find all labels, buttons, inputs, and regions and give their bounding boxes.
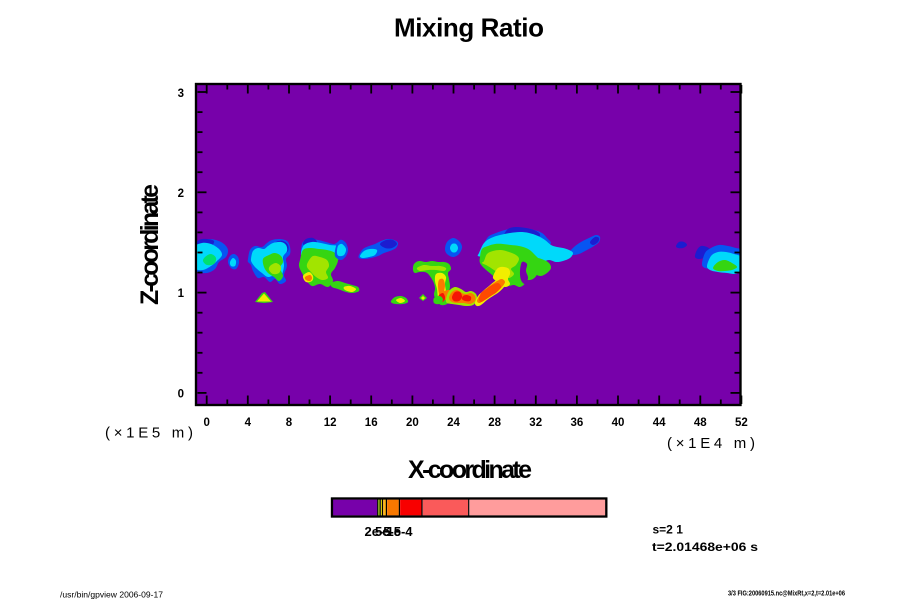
svg-text:24: 24 (447, 417, 460, 429)
svg-text:44: 44 (653, 417, 666, 429)
svg-text:52: 52 (735, 417, 748, 429)
svg-text:Mixing Ratio: Mixing Ratio (394, 13, 544, 43)
svg-text:8: 8 (286, 417, 293, 429)
svg-text:20: 20 (406, 417, 419, 429)
svg-text:32: 32 (529, 417, 542, 429)
svg-text:t=2.01468e+06 s: t=2.01468e+06 s (652, 540, 758, 554)
svg-text:s=2 1: s=2 1 (653, 523, 684, 537)
svg-text:1e-4: 1e-4 (386, 524, 413, 539)
svg-text:2e-5: 2e-5 (364, 524, 390, 539)
svg-text:28: 28 (488, 417, 501, 429)
svg-text:40: 40 (612, 417, 625, 429)
svg-text:36: 36 (571, 417, 584, 429)
svg-text:3: 3 (178, 88, 184, 100)
svg-text:0: 0 (178, 388, 184, 400)
svg-text:48: 48 (694, 417, 707, 429)
svg-text:X-coordinate: X-coordinate (408, 456, 532, 484)
svg-text:4: 4 (245, 417, 252, 429)
svg-text:1: 1 (178, 288, 185, 300)
svg-text:5e-5: 5e-5 (375, 524, 401, 539)
svg-text:12: 12 (324, 417, 337, 429)
svg-text:Z-coordinate: Z-coordinate (136, 184, 164, 305)
svg-text:0: 0 (203, 417, 209, 429)
svg-text:16: 16 (365, 417, 378, 429)
svg-text:2: 2 (178, 188, 184, 200)
svg-text:/usr/bin/gpview 2006-09-17: /usr/bin/gpview 2006-09-17 (60, 591, 164, 600)
svg-text:3/3 FIG:20060915.nc@MixRt,x=2,: 3/3 FIG:20060915.nc@MixRt,x=2,t=2.01e+06 (728, 589, 845, 598)
